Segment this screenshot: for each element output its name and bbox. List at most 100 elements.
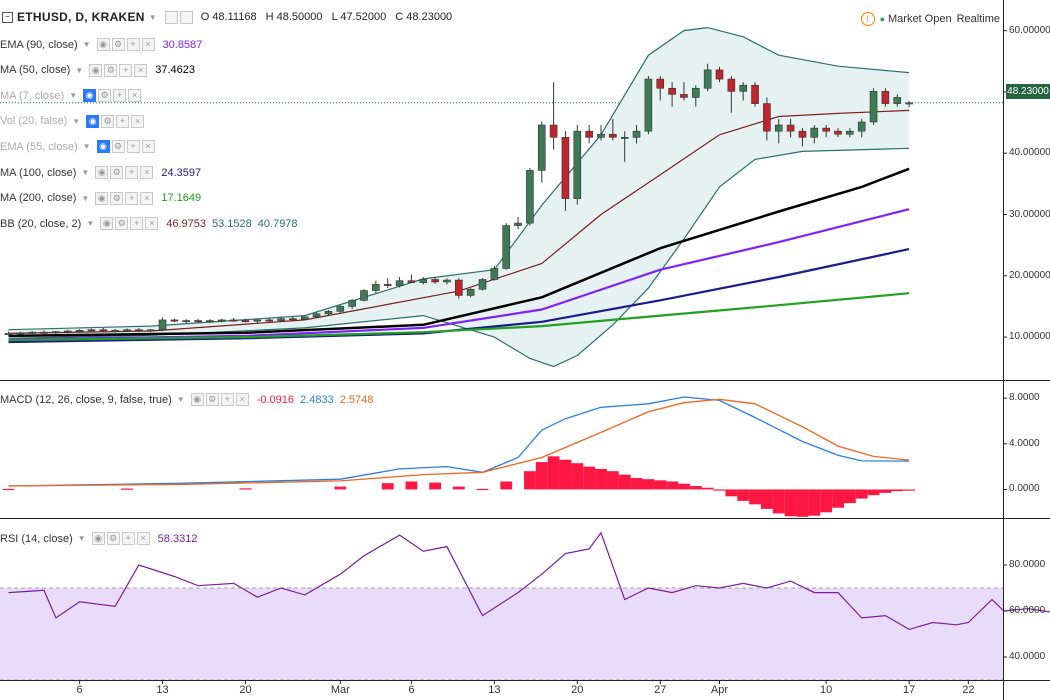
plus-icon[interactable]: + [220,393,234,406]
indicator-row-4[interactable]: EMA (55, close) ▼ ◉ ⚙ + × [0,140,163,154]
close-icon[interactable]: × [235,393,249,406]
candle-body [63,330,72,333]
eye-icon[interactable]: ◉ [89,63,103,77]
chevron-down-icon[interactable]: ▼ [86,219,95,229]
chevron-down-icon[interactable]: ▼ [81,168,90,177]
eye-icon[interactable]: ◉ [91,532,105,545]
indicator-value: 17.1649 [161,192,202,205]
macd-hist-bar [595,468,607,490]
close-icon[interactable]: × [136,532,150,545]
indicator-row-2[interactable]: MA (7, close) ▼ ◉ ⚙ + × [0,89,149,103]
macd-hist-bar [121,488,133,490]
candle-body [585,130,593,138]
warning-icon[interactable]: ! [860,12,875,26]
gear-icon[interactable]: ⚙ [110,166,124,179]
gear-icon[interactable]: ⚙ [106,532,120,545]
chevron-down-icon[interactable]: ▼ [148,12,157,22]
close-icon[interactable]: × [145,217,159,231]
indicator-row-6[interactable]: MA (200, close) ▼ ◉ ⚙ + × 17.1649 [0,191,207,205]
chevron-down-icon[interactable]: ▼ [77,534,86,543]
macd-hist-bar [500,481,513,490]
chevron-down-icon[interactable]: ▼ [69,91,78,101]
macd-hist-bar [606,471,619,490]
gear-icon[interactable] [179,10,193,24]
rsi-legend[interactable]: RSI (14, close) ▼ ◉ ⚙ + × 58.3312 [0,532,203,545]
macd-hist-bar [476,488,489,491]
close-icon[interactable]: × [131,114,145,128]
close-icon[interactable]: × [141,140,155,154]
macd-axis-label: 8.0000 [1009,392,1040,404]
macd-hist-bar [867,489,880,496]
eye-icon[interactable]: ◉ [86,114,100,128]
indicator-label: EMA (55, close) [0,140,78,153]
candle-body [573,130,582,199]
eye-icon[interactable]: ◉ [83,89,97,103]
gear-icon[interactable]: ⚙ [101,114,115,128]
collapse-icon[interactable]: − [2,11,13,23]
gear-icon[interactable]: ⚙ [111,140,125,154]
indicator-row-0[interactable]: EMA (90, close) ▼ ◉ ⚙ + × 30.8587 [0,38,208,51]
candle-body [668,87,676,95]
eye-icon[interactable]: ◉ [95,166,109,179]
close-icon[interactable]: × [140,166,154,179]
plus-icon[interactable]: + [130,217,144,231]
candle-body [206,320,214,323]
candle-body [253,319,262,322]
chevron-down-icon[interactable]: ▼ [82,40,91,49]
indicator-row-5[interactable]: MA (100, close) ▼ ◉ ⚙ + × 24.3597 [0,166,207,179]
gear-icon[interactable]: ⚙ [110,191,124,205]
indicator-row-3[interactable]: Vol (20, false) ▼ ◉ ⚙ + × [0,114,152,128]
eye-icon[interactable]: ◉ [100,217,114,231]
eye-icon[interactable]: ◉ [190,393,204,406]
candle-body [502,225,511,269]
candle-body [300,316,309,320]
close-icon[interactable]: × [128,89,142,103]
plus-icon[interactable]: + [119,63,133,77]
time-axis-label: 27 [654,684,667,696]
plus-icon[interactable]: + [126,140,140,154]
macd-hist-bar [547,456,560,490]
rsi-pane [0,531,1050,681]
plus-icon[interactable]: + [125,191,139,205]
candle-body [514,222,522,226]
indicator-row-7[interactable]: BB (20, close, 2) ▼ ◉ ⚙ + × 46.9753 53.1528 40.7… [0,217,304,231]
plus-icon[interactable]: + [116,114,130,128]
last-price-tag: 48.23000 [1006,84,1050,99]
candle-body [52,331,60,334]
gear-icon[interactable]: ⚙ [104,63,118,77]
eye-icon[interactable]: ◉ [96,140,110,154]
plus-icon[interactable]: + [113,89,127,103]
chevron-down-icon[interactable]: ▼ [75,65,84,75]
close-icon[interactable]: × [140,191,154,205]
chevron-down-icon[interactable]: ▼ [82,142,91,152]
close-icon[interactable]: × [141,38,155,51]
indicator-value: 58.3312 [157,532,198,545]
plus-icon[interactable]: + [121,532,135,545]
eye-icon[interactable] [164,10,178,24]
status-dot-icon: ● [879,14,885,24]
candle-body [277,318,285,321]
gear-icon[interactable]: ⚙ [115,217,129,231]
eye-icon[interactable]: ◉ [96,38,110,51]
candle-body [751,84,759,104]
gear-icon[interactable]: ⚙ [205,393,219,406]
candle-body [739,84,748,92]
candle-body [691,87,700,98]
gear-icon[interactable]: ⚙ [98,89,112,103]
candle-body [846,130,854,135]
eye-icon[interactable]: ◉ [95,191,109,205]
chevron-down-icon[interactable]: ▼ [81,193,90,203]
candle-body [786,124,795,132]
macd-hist-bar [713,489,726,491]
gear-icon[interactable]: ⚙ [111,38,125,51]
plus-icon[interactable]: + [125,166,139,179]
chevron-down-icon[interactable]: ▼ [176,395,185,404]
macd-legend[interactable]: MACD (12, 26, close, 9, false, true) ▼ ◉ ⚙ +… [0,393,379,406]
candle-body [822,127,830,132]
plus-icon[interactable]: + [126,38,140,51]
indicator-row-1[interactable]: MA (50, close) ▼ ◉ ⚙ + × 37.4623 [0,63,201,77]
chevron-down-icon[interactable]: ▼ [72,116,81,126]
close-icon[interactable]: × [134,63,148,77]
candle-body [869,91,878,123]
